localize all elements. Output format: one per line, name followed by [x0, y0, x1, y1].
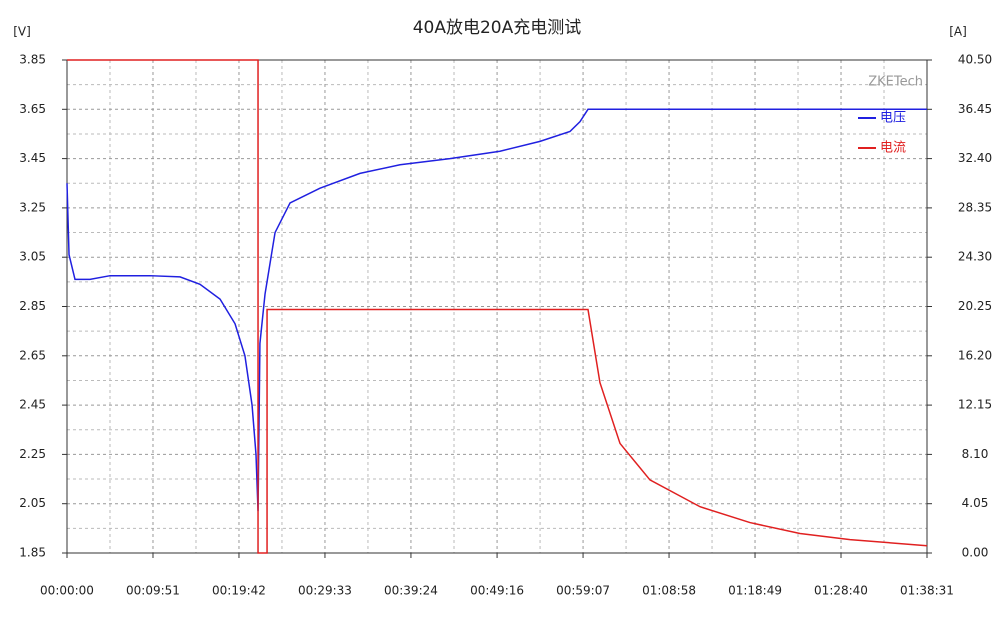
- y-tick-label: 2.45: [19, 398, 46, 412]
- legend-label: 电流: [880, 141, 906, 156]
- y2-tick-label: 16.20: [958, 348, 992, 362]
- y2-tick-label: 32.40: [958, 151, 992, 165]
- x-tick-label: 00:39:24: [384, 584, 438, 598]
- y2-tick-label: 20.25: [958, 299, 992, 313]
- x-tick-label: 00:00:00: [40, 584, 94, 598]
- y-axis-label: [V]: [13, 25, 31, 39]
- y-tick-label: 3.25: [19, 200, 46, 214]
- y2-tick-label: 28.35: [958, 200, 992, 214]
- y2-tick-label: 12.15: [958, 398, 992, 412]
- data-line: [66, 108, 927, 512]
- y2-tick-label: 0.00: [962, 546, 989, 560]
- x-tick-label: 01:18:49: [728, 584, 782, 598]
- y-tick-label: 2.25: [19, 447, 46, 461]
- x-tick-label: 00:59:07: [556, 584, 610, 598]
- y-tick-label: 3.85: [19, 53, 46, 67]
- x-tick-label: 00:19:42: [212, 584, 266, 598]
- y2-axis-label: [A]: [949, 25, 967, 39]
- plot-frame: [66, 59, 928, 554]
- y2-tick-label: 36.45: [958, 102, 992, 116]
- y2-tick-label: 40.50: [958, 53, 992, 67]
- y-tick-label: 3.45: [19, 151, 46, 165]
- y-tick-label: 3.65: [19, 102, 46, 116]
- legend-label: 电压: [880, 111, 906, 126]
- y2-tick-label: 24.30: [958, 250, 992, 264]
- y-tick-label: 1.85: [19, 546, 46, 560]
- y-tick-label: 3.05: [19, 250, 46, 264]
- x-tick-label: 01:28:40: [814, 584, 868, 598]
- x-tick-label: 01:08:58: [642, 584, 696, 598]
- x-tick-label: 00:29:33: [298, 584, 352, 598]
- y2-tick-label: 4.05: [962, 496, 989, 510]
- watermark: ZKETech: [868, 75, 923, 90]
- x-tick-label: 00:49:16: [470, 584, 524, 598]
- y2-tick-label: 8.10: [962, 447, 989, 461]
- data-line: [67, 59, 928, 554]
- x-tick-label: 00:09:51: [126, 584, 180, 598]
- y-tick-label: 2.05: [19, 496, 46, 510]
- x-tick-label: 01:38:31: [900, 584, 954, 598]
- y-tick-label: 2.65: [19, 348, 46, 362]
- chart-title: 40A放电20A充电测试: [413, 18, 582, 38]
- y-tick-label: 2.85: [19, 299, 46, 313]
